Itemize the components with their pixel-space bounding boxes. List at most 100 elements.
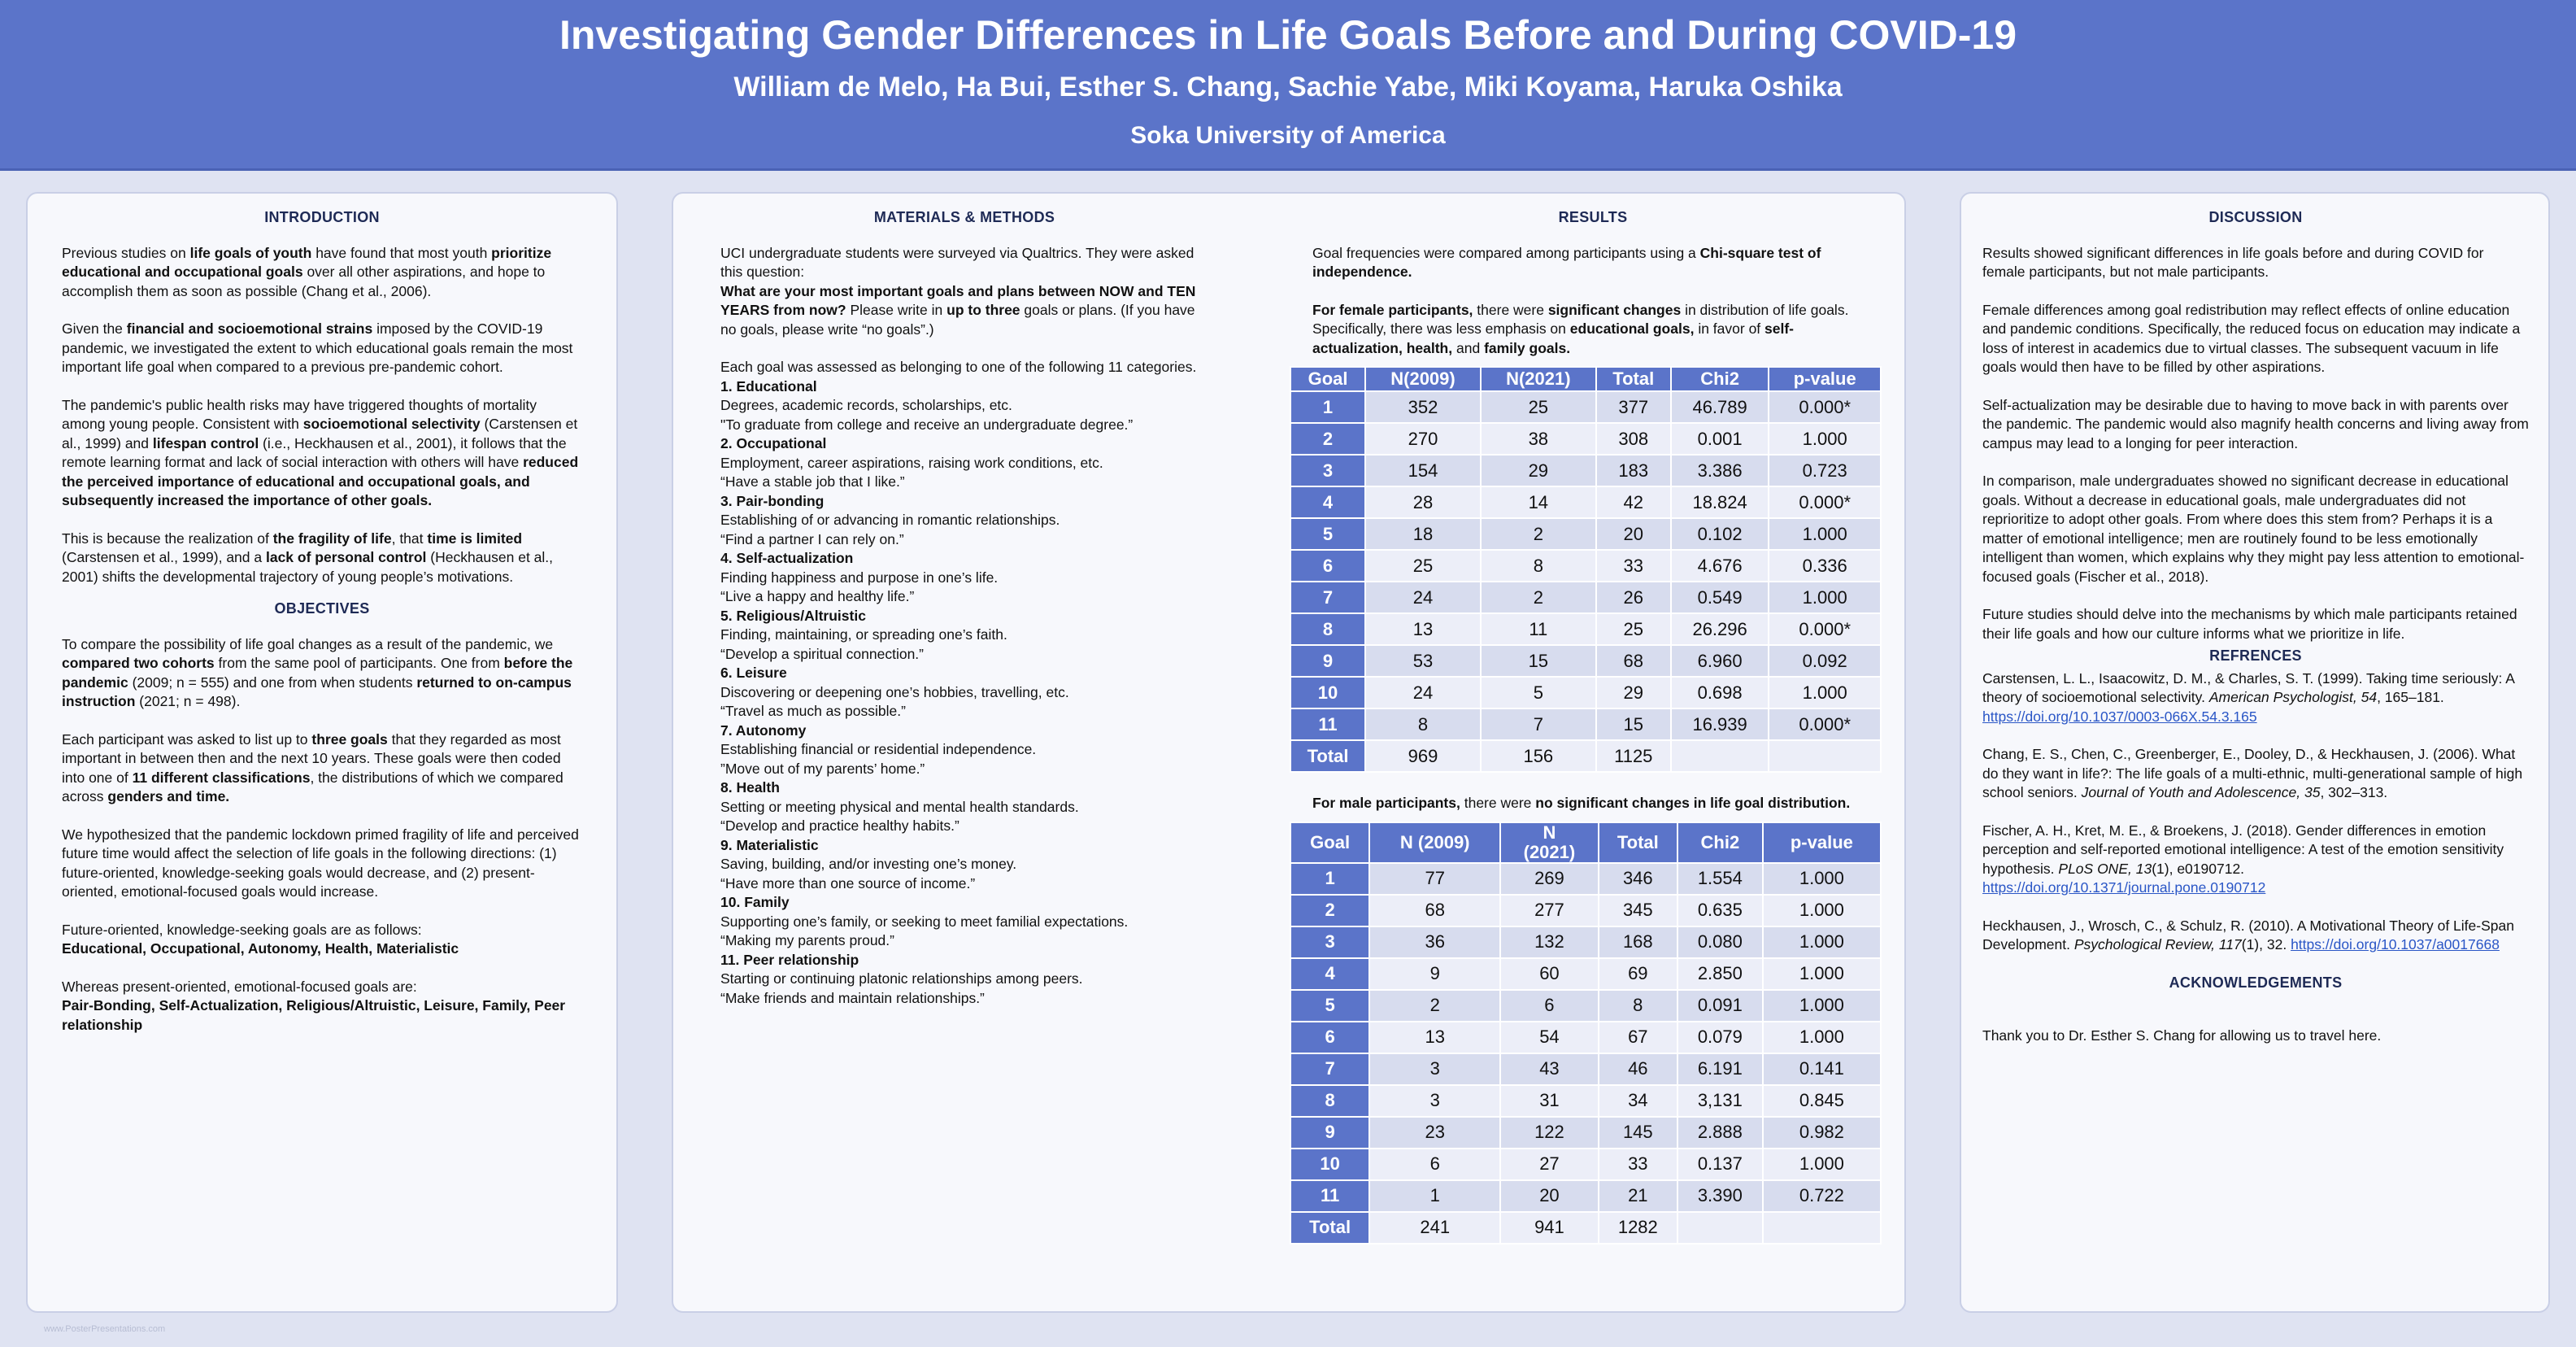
- table-header-cell: Goal: [1289, 821, 1371, 864]
- table-row: 2 68 277 345 0.635 1.000: [1289, 893, 1882, 927]
- table-cell: 0.000*: [1768, 486, 1882, 519]
- acknowledgements-text: Thank you to Dr. Esther S. Chang for all…: [1982, 1027, 2382, 1044]
- table-row: 10 24 5 29 0.698 1.000: [1289, 676, 1882, 709]
- poster-header: Investigating Gender Differences in Life…: [0, 0, 2576, 171]
- table-row: 4 28 14 42 18.824 0.000*: [1289, 486, 1882, 519]
- category-description: Starting or continuing platonic relation…: [720, 970, 1083, 987]
- table-row: 8 13 11 25 26.296 0.000*: [1289, 612, 1882, 646]
- table-cell: 25: [1364, 549, 1482, 582]
- table-cell: 0.845: [1761, 1083, 1882, 1118]
- table-cell: 31: [1499, 1083, 1599, 1118]
- table-row: 11 8 7 15 16.939 0.000*: [1289, 708, 1882, 741]
- table-header-cell: N(2021): [1479, 366, 1597, 392]
- poster-affiliation: Soka University of America: [1130, 122, 1446, 149]
- goal-label-cell: 2: [1289, 422, 1367, 456]
- table-row: 4 9 60 69 2.850 1.000: [1289, 957, 1882, 991]
- discussion-paragraph-3: Self-actualization may be desirable due …: [1982, 396, 2529, 451]
- category-name: 4. Self-actualization: [720, 550, 854, 566]
- table-cell: 1.554: [1676, 861, 1764, 896]
- category-name: 6. Leisure: [720, 665, 787, 681]
- table-cell: 0.080: [1676, 925, 1764, 959]
- table-cell: 43: [1499, 1052, 1599, 1086]
- goal-label-cell: 10: [1289, 1147, 1371, 1181]
- category-description: Degrees, academic records, scholarships,…: [720, 397, 1012, 413]
- category-example: “Travel as much as possible.”: [720, 703, 906, 719]
- objectives-paragraph-3: We hypothesized that the pandemic lockdo…: [62, 826, 579, 900]
- table-cell: 69: [1597, 957, 1678, 991]
- table-row: 7 24 2 26 0.549 1.000: [1289, 581, 1882, 614]
- table-row: 10 6 27 33 0.137 1.000: [1289, 1147, 1882, 1181]
- table-cell: 2.850: [1676, 957, 1764, 991]
- table-cell: 122: [1499, 1115, 1599, 1149]
- table-header-cell: N (2009): [1368, 821, 1502, 864]
- table-cell: 156: [1479, 739, 1597, 773]
- table-cell: 26.296: [1669, 612, 1770, 646]
- table-cell: 68: [1368, 893, 1502, 927]
- table-cell: 3.390: [1676, 1179, 1764, 1213]
- table-cell: 46: [1597, 1052, 1678, 1086]
- table-cell: 29: [1595, 676, 1672, 709]
- table-cell: [1761, 1210, 1882, 1245]
- table-cell: 269: [1499, 861, 1599, 896]
- reference-item: Fischer, A. H., Kret, M. E., & Broekens,…: [1982, 822, 2504, 896]
- table-cell: 3: [1368, 1052, 1502, 1086]
- methods-question: What are your most important goals and p…: [720, 282, 1196, 338]
- table-cell: 24: [1364, 676, 1482, 709]
- table-cell: 0.000*: [1768, 612, 1882, 646]
- table-cell: 352: [1364, 390, 1482, 424]
- discussion-paragraph-2: Female differences among goal redistribu…: [1982, 301, 2521, 376]
- table-cell: 1125: [1595, 739, 1672, 773]
- female-results-table: Goal N(2009) N(2021) Total Chi2 p-value 1 352 25…: [1289, 366, 1882, 773]
- table-cell: 16.939: [1669, 708, 1770, 741]
- table-row: 9 53 15 68 6.960 0.092: [1289, 644, 1882, 678]
- methods-assess: Each goal was assessed as belonging to o…: [720, 359, 1197, 375]
- table-row: 1 352 25 377 46.789 0.000*: [1289, 390, 1882, 424]
- table-cell: 26: [1595, 581, 1672, 614]
- goal-label-cell: 3: [1289, 454, 1367, 487]
- category-description: Setting or meeting physical and mental h…: [720, 798, 1079, 815]
- table-cell: 5: [1479, 676, 1597, 709]
- table-cell: 15: [1479, 644, 1597, 678]
- table-cell: 6.191: [1676, 1052, 1764, 1086]
- table-cell: 969: [1364, 739, 1482, 773]
- doi-link[interactable]: https://doi.org/10.1371/journal.pone.019…: [1982, 879, 2266, 896]
- table-cell: 941: [1499, 1210, 1599, 1245]
- male-results-table: Goal N (2009) N (2021) Total Chi2 p-value 1 77 2…: [1289, 821, 1882, 1245]
- category-list: 1. Educational Degrees, academic records,…: [720, 377, 1208, 1009]
- doi-link[interactable]: https://doi.org/10.1037/a0017668: [2291, 936, 2500, 952]
- table-cell: 1.000: [1761, 1147, 1882, 1181]
- references-heading: REFRENCES: [2209, 647, 2302, 664]
- category-description: Finding, maintaining, or spreading one’s…: [720, 626, 1007, 643]
- table-cell: 8: [1479, 549, 1597, 582]
- goal-label-cell: 1: [1289, 390, 1367, 424]
- table-row: Total 241 941 1282: [1289, 1210, 1882, 1245]
- table-cell: 25: [1479, 390, 1597, 424]
- table-cell: 15: [1595, 708, 1672, 741]
- goal-label-cell: 11: [1289, 708, 1367, 741]
- table-cell: 1.000: [1768, 581, 1882, 614]
- table-cell: 25: [1595, 612, 1672, 646]
- table-cell: 33: [1595, 549, 1672, 582]
- reference-item: Heckhausen, J., Wrosch, C., & Schulz, R.…: [1982, 917, 2514, 953]
- table-cell: 1.000: [1768, 676, 1882, 709]
- table-row: 8 3 31 34 3,131 0.845: [1289, 1083, 1882, 1118]
- discussion-paragraph-4: In comparison, male undergraduates showe…: [1982, 473, 2525, 585]
- category-example: “Have more than one source of income.”: [720, 874, 976, 891]
- table-cell: 20: [1595, 517, 1672, 551]
- table-cell: 2: [1479, 581, 1597, 614]
- category-name: 1. Educational: [720, 377, 817, 395]
- table-cell: 0.982: [1761, 1115, 1882, 1149]
- category-example: "To graduate from college and receive an…: [720, 416, 1134, 433]
- table-header-cell: Goal: [1289, 366, 1367, 392]
- table-header-cell: Total: [1597, 821, 1678, 864]
- table-row: 3 36 132 168 0.080 1.000: [1289, 925, 1882, 959]
- goal-label-cell: 8: [1289, 1083, 1371, 1118]
- table-cell: 0.102: [1669, 517, 1770, 551]
- discussion-heading: DISCUSSION: [2208, 209, 2303, 225]
- objectives-heading: OBJECTIVES: [274, 600, 370, 617]
- table-cell: 18.824: [1669, 486, 1770, 519]
- table-cell: 0.141: [1761, 1052, 1882, 1086]
- doi-link[interactable]: https://doi.org/10.1037/0003-066X.54.3.1…: [1982, 708, 2257, 725]
- intro-paragraph-1: Previous studies on life goals of youth …: [62, 244, 552, 299]
- table-cell: 183: [1595, 454, 1672, 487]
